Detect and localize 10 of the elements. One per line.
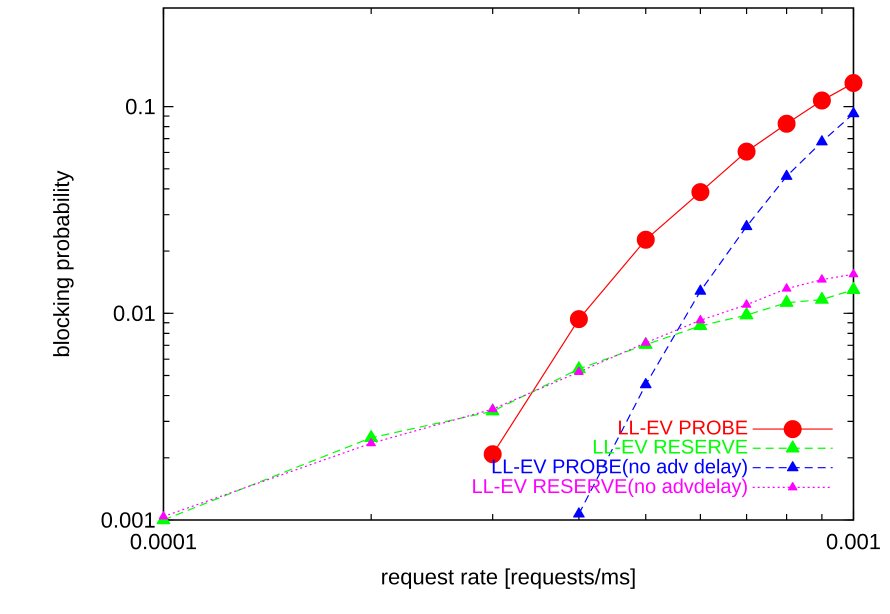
legend-label: LL-EV RESERVE(no advdelay) [473,478,747,498]
y-tick-label: 0.01 [114,306,155,322]
y-axis-title: blocking probability [53,170,74,356]
y-tick-label: 0.1 [126,98,155,114]
y-tick-label: 0.001 [102,512,155,528]
x-axis-title: request rate [requests/ms] [382,568,635,589]
x-tick-label: 0.0001 [130,534,196,550]
legend-label: LL-EV PROBE(no adv delay) [492,458,747,478]
legend-label: LL-EV RESERVE [594,440,748,454]
legend-label: LL-EV PROBE [619,420,748,435]
